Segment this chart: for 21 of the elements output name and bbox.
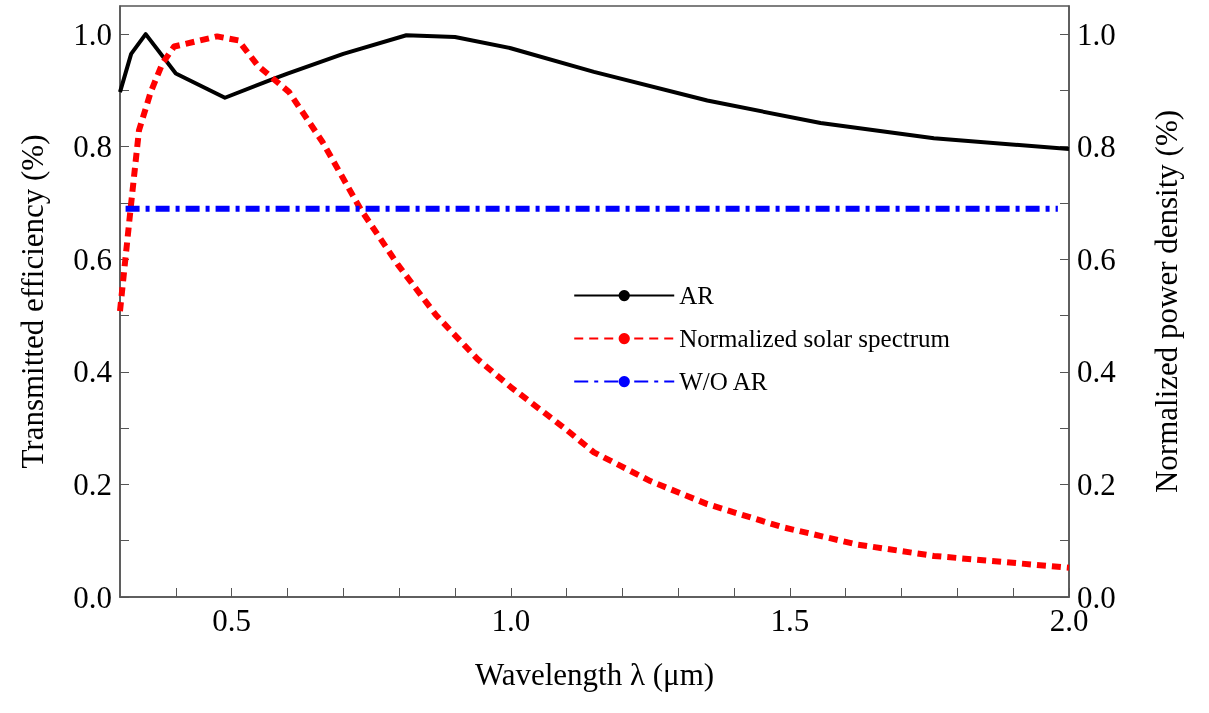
y2-axis-title: Normalized power density (%) <box>1149 109 1184 494</box>
legend-label: AR <box>679 282 715 310</box>
x-axis-title: Wavelength λ (μm) <box>474 657 715 692</box>
x-tick-label: 1.5 <box>770 603 810 638</box>
y2-tick-label: 0.6 <box>1077 241 1116 277</box>
legend-label: W/O AR <box>679 368 768 396</box>
y2-tick-label: 1.0 <box>1077 16 1116 52</box>
y-tick-label: 0.2 <box>73 466 112 502</box>
line-series <box>118 32 1071 151</box>
x-tick-label: 0.5 <box>212 603 252 638</box>
y-tick-label: 0.6 <box>73 241 112 277</box>
y-axis-title: Transmitted efficiency (%) <box>15 134 50 469</box>
x-tick-label: 1.0 <box>491 603 531 638</box>
y-tick-label: 0.0 <box>73 579 112 615</box>
y2-tick-label: 0.8 <box>1077 129 1116 165</box>
y-tick-label: 0.8 <box>73 129 112 165</box>
y-tick-label: 0.4 <box>73 354 113 390</box>
y2-tick-label: 0.2 <box>1077 466 1116 502</box>
legend-label: Normalized solar spectrum <box>679 325 951 353</box>
y2-tick-label: 0.4 <box>1077 354 1117 390</box>
y-tick-label: 1.0 <box>73 16 112 52</box>
